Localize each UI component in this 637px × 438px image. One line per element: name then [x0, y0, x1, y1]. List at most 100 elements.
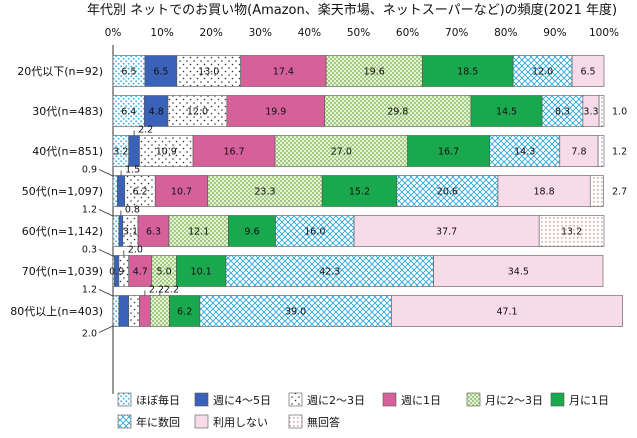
legend-label: 利用しない — [213, 416, 268, 429]
bar-segment — [151, 255, 177, 287]
data-label: 47.1 — [496, 307, 517, 318]
legend-swatch — [288, 392, 303, 407]
data-label: 6.2 — [132, 187, 147, 198]
data-label: 19.6 — [364, 67, 385, 78]
data-label: 10.9 — [156, 147, 177, 158]
x-tick-label: 0% — [105, 27, 122, 39]
data-labels-layer: 6.5 6.5 13.0 17.4 19.6 18.5 12.0 6.5 6.4 4.8 12.0 1… — [82, 67, 627, 340]
data-label: 20.6 — [437, 187, 458, 198]
bar-segment — [324, 95, 472, 127]
data-label: 29.8 — [387, 107, 408, 118]
category-label: 70代(n=1,039) — [22, 265, 103, 278]
legend-swatch — [288, 414, 303, 429]
x-tick-label: 100% — [589, 27, 619, 39]
data-label: 3.1 — [123, 227, 138, 238]
data-label: 2.2 — [164, 285, 179, 296]
bar-segment — [541, 95, 584, 127]
data-label: 6.2 — [177, 307, 192, 318]
legend-swatch — [194, 392, 209, 407]
data-label: 10.7 — [171, 187, 192, 198]
data-label: 0.9 — [82, 165, 97, 176]
data-label: 14.5 — [496, 107, 517, 118]
category-label: 80代以上(n=403) — [10, 305, 103, 318]
data-label: 0.9 — [109, 267, 124, 278]
bar-segment — [571, 55, 605, 87]
label-leader-line — [98, 169, 115, 177]
bars-layer — [112, 55, 623, 327]
bar-segment — [112, 215, 120, 247]
data-label: 1.5 — [125, 165, 140, 176]
category-label: 20代以下(n=92) — [17, 65, 103, 78]
data-label: 17.4 — [273, 67, 294, 78]
bar-segment — [470, 95, 543, 127]
data-label: 16.7 — [223, 147, 244, 158]
bar-segment — [226, 95, 325, 127]
bar-segment — [128, 135, 140, 167]
data-label: 2.7 — [612, 187, 627, 198]
x-tick-label: 10% — [150, 27, 173, 39]
bar-segment — [169, 295, 201, 327]
bar-segment — [228, 215, 276, 247]
data-label: 1.2 — [82, 205, 97, 216]
data-label: 13.2 — [561, 227, 582, 238]
legend-label: 年に数回 — [136, 415, 180, 429]
bar-segment — [176, 255, 227, 287]
data-label: 4.7 — [133, 267, 148, 278]
category-label: 50代(n=1,097) — [22, 185, 103, 198]
label-leader-line — [98, 209, 115, 217]
bar-segment — [589, 175, 604, 207]
data-label: 6.5 — [121, 67, 136, 78]
x-tick-label: 50% — [347, 27, 370, 39]
data-label: 16.7 — [438, 147, 459, 158]
x-tick-label: 20% — [200, 27, 223, 39]
x-tick-label: 90% — [543, 27, 566, 39]
data-label: 10.1 — [191, 267, 212, 278]
bar-segment — [321, 175, 398, 207]
data-label: 13.0 — [198, 67, 219, 78]
legend-label: 無回答 — [307, 415, 340, 429]
data-label: 12.0 — [187, 107, 208, 118]
legend-swatch — [466, 392, 481, 407]
bar-segment — [112, 95, 145, 127]
data-label: 27.0 — [331, 147, 352, 158]
bar-segment — [274, 135, 408, 167]
bar-segment — [176, 55, 241, 87]
data-label: 18.8 — [534, 187, 555, 198]
data-label: 19.9 — [265, 107, 286, 118]
label-leader-line — [98, 289, 115, 297]
data-label: 12.0 — [532, 67, 553, 78]
data-label: 1.0 — [612, 107, 627, 118]
bar-segment — [275, 215, 355, 247]
data-label: 6.5 — [580, 67, 595, 78]
bar-segment — [598, 95, 605, 127]
bar-segment — [353, 215, 540, 247]
legend-label: ほぼ毎日 — [136, 394, 180, 407]
label-leader-line — [98, 249, 115, 257]
bar-segment — [154, 175, 209, 207]
bar-segment — [512, 55, 573, 87]
bar-segment — [433, 255, 604, 287]
data-label: 39.0 — [285, 307, 306, 318]
data-label: 4.8 — [149, 107, 164, 118]
bar-segment — [117, 175, 126, 207]
data-label: 2.0 — [128, 245, 143, 256]
legend-swatch — [550, 392, 565, 407]
data-label: 3.3 — [583, 107, 598, 118]
legend-label: 週に4～5日 — [213, 394, 271, 407]
data-label: 16.0 — [304, 227, 325, 238]
data-label: 2.2 — [138, 125, 153, 136]
x-tick-label: 80% — [494, 27, 517, 39]
bar-segment — [391, 295, 623, 327]
data-label: 5.0 — [157, 267, 172, 278]
legend-swatch — [117, 392, 132, 407]
data-label: 14.3 — [514, 147, 535, 158]
x-axis: 0% 10% 20% 30% 40% 50% 60% 70% 80% 90% 100% 20代以下(n… — [10, 27, 619, 394]
bar-segment — [112, 295, 120, 327]
bar-segment — [118, 295, 130, 327]
category-label: 60代(n=1,142) — [22, 225, 103, 238]
legend-swatch — [382, 392, 397, 407]
legend-label: 週に2～3日 — [307, 394, 365, 407]
category-label: 30代(n=483) — [32, 105, 103, 118]
bar-segment — [225, 255, 434, 287]
